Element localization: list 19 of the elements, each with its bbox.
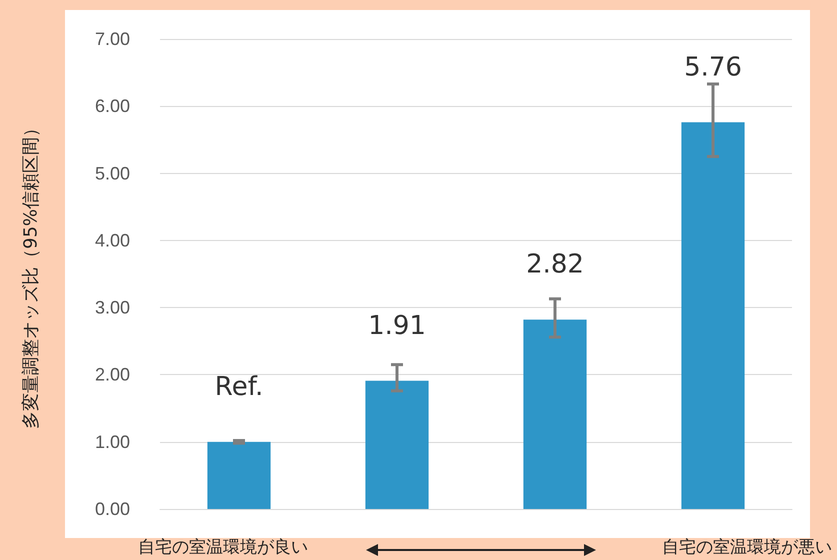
y-tick-label: 2.00 [94,364,130,385]
y-tick-label: 7.00 [94,29,130,49]
text: 自宅の室温環境が悪い [662,538,832,558]
y-tick-label: 3.00 [94,298,130,318]
data-label: Ref. [214,372,264,402]
data-label: 2.82 [526,250,584,280]
y-tick-label: 5.00 [94,163,130,184]
y-tick-label: 0.00 [94,499,130,519]
y-axis-title: 多変量調整オッズ比（95%信頼区間） [20,118,42,430]
bar [681,122,745,509]
y-tick-label: 1.00 [94,432,130,452]
bar [207,442,271,509]
data-label: 5.76 [684,52,742,82]
text: 自宅の室温環境が良い [138,538,308,558]
data-label: 1.91 [368,310,426,341]
bar [365,380,429,509]
y-tick-label: 4.00 [94,230,130,250]
bar [523,320,587,509]
y-tick-label: 6.00 [94,96,130,116]
